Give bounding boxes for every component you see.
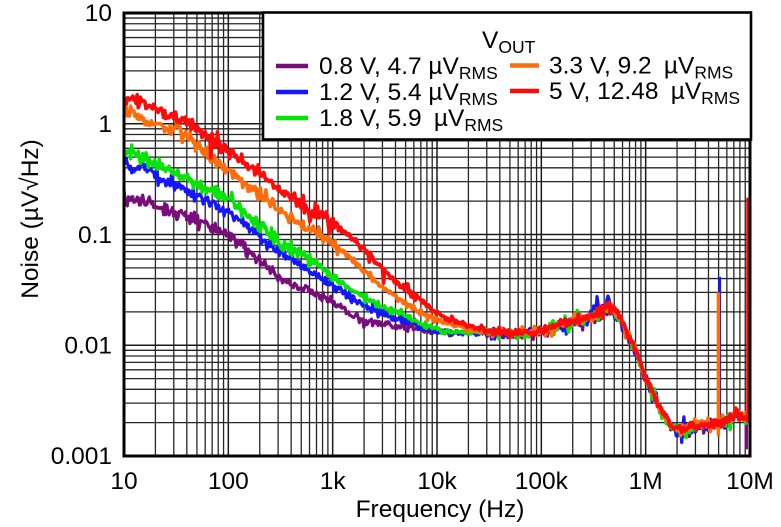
svg-text:0.01: 0.01: [64, 333, 112, 360]
svg-text:10: 10: [85, 0, 112, 27]
svg-text:Noise (µV√Hz): Noise (µV√Hz): [17, 139, 44, 299]
svg-text:3.3 V, 9.2 µVRMS: 3.3 V, 9.2 µVRMS: [549, 53, 733, 83]
svg-text:1M: 1M: [629, 468, 663, 495]
svg-text:100k: 100k: [515, 468, 569, 495]
svg-text:1k: 1k: [320, 468, 347, 495]
svg-text:10M: 10M: [726, 468, 774, 495]
svg-text:0.1: 0.1: [78, 222, 112, 249]
svg-text:Frequency (Hz): Frequency (Hz): [356, 496, 525, 523]
svg-text:1: 1: [98, 111, 112, 138]
svg-text:10: 10: [110, 468, 137, 495]
svg-text:10k: 10k: [417, 468, 457, 495]
svg-text:100: 100: [208, 468, 249, 495]
svg-text:0.001: 0.001: [51, 443, 112, 470]
